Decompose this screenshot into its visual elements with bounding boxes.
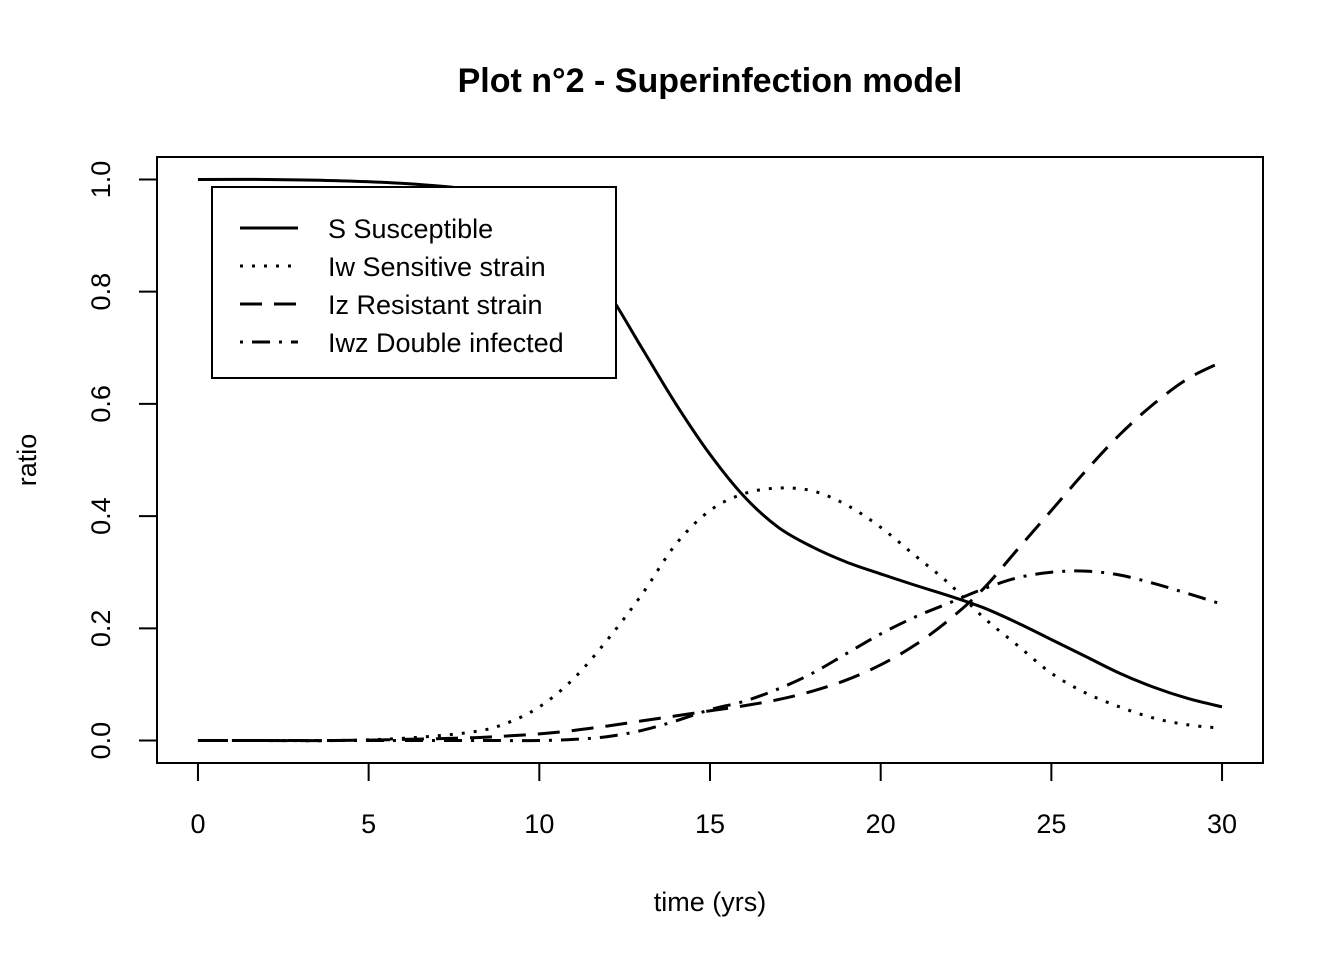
x-axis: 0 5 10 15 20 25 30 [190,762,1237,839]
y-tick-label: 0.2 [86,610,116,648]
y-tick-label: 0.4 [86,497,116,535]
y-axis: 0.0 0.2 0.4 0.6 0.8 1.0 [86,161,158,760]
x-tick-label: 10 [524,809,554,839]
x-axis-label: time (yrs) [654,887,766,917]
y-tick-label: 0.8 [86,273,116,311]
x-tick-label: 20 [866,809,896,839]
series-line-4 [197,569,1223,743]
y-tick-label: 0.0 [86,722,116,760]
x-tick-label: 0 [190,809,205,839]
legend-label: S Susceptible [328,214,493,244]
y-axis-label: ratio [12,434,42,487]
x-tick-label: 30 [1207,809,1237,839]
legend-label: Iw Sensitive strain [328,252,546,282]
y-tick-label: 1.0 [86,161,116,199]
legend-label: Iwz Double infected [328,328,564,358]
legend: S Susceptible Iw Sensitive strain Iz Resis… [211,186,617,379]
legend-box [211,186,617,379]
x-tick-label: 15 [695,809,725,839]
y-tick-label: 0.6 [86,385,116,423]
x-tick-label: 25 [1036,809,1066,839]
x-tick-label: 5 [361,809,376,839]
legend-label: Iz Resistant strain [328,290,543,320]
series-line-3 [197,360,1223,743]
chart-title: Plot n°2 - Superinfection model [458,62,963,100]
legend-items: S Susceptible Iw Sensitive strain Iz Resis… [240,214,564,358]
